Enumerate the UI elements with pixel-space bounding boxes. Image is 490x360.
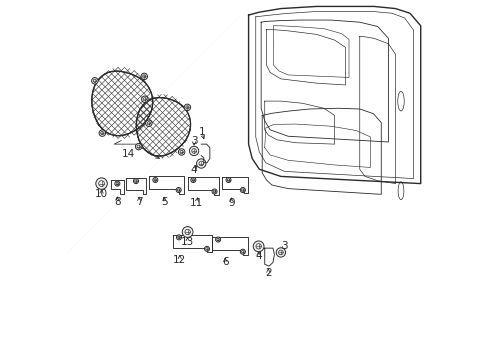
Polygon shape <box>136 98 191 156</box>
Text: 2: 2 <box>265 267 271 278</box>
Text: 6: 6 <box>222 257 229 267</box>
Text: 4: 4 <box>255 251 262 261</box>
Polygon shape <box>222 177 248 193</box>
Polygon shape <box>201 144 210 163</box>
Circle shape <box>240 249 245 254</box>
Circle shape <box>176 235 181 240</box>
Polygon shape <box>149 176 184 194</box>
Polygon shape <box>126 178 147 194</box>
Polygon shape <box>173 234 212 252</box>
Text: 10: 10 <box>95 189 108 199</box>
Circle shape <box>92 77 98 84</box>
Circle shape <box>184 104 191 111</box>
Polygon shape <box>212 237 248 255</box>
Circle shape <box>212 189 217 194</box>
Circle shape <box>99 130 105 136</box>
Text: 13: 13 <box>181 237 194 247</box>
Circle shape <box>135 143 142 150</box>
Circle shape <box>276 248 286 257</box>
Text: 12: 12 <box>173 255 186 265</box>
Polygon shape <box>188 177 219 195</box>
Text: 4: 4 <box>191 165 197 175</box>
Circle shape <box>142 96 148 103</box>
Text: 9: 9 <box>228 198 235 208</box>
Circle shape <box>153 177 158 183</box>
Circle shape <box>141 73 147 80</box>
Text: 11: 11 <box>190 198 203 208</box>
Circle shape <box>190 146 199 156</box>
Circle shape <box>196 159 206 168</box>
Circle shape <box>216 237 220 242</box>
Circle shape <box>176 188 181 193</box>
Text: 3: 3 <box>281 241 288 251</box>
Circle shape <box>226 177 231 183</box>
Polygon shape <box>92 71 153 136</box>
Circle shape <box>191 177 196 183</box>
Circle shape <box>178 149 185 155</box>
Circle shape <box>133 179 139 184</box>
Text: 3: 3 <box>191 136 197 145</box>
Text: 7: 7 <box>136 197 143 207</box>
Text: 5: 5 <box>161 197 168 207</box>
Circle shape <box>96 178 107 189</box>
Circle shape <box>204 246 210 251</box>
Circle shape <box>253 241 264 252</box>
Polygon shape <box>111 180 124 194</box>
Text: 14: 14 <box>122 149 135 159</box>
Circle shape <box>240 188 245 193</box>
Circle shape <box>146 120 152 126</box>
Text: 8: 8 <box>114 197 121 207</box>
Circle shape <box>182 226 193 237</box>
Polygon shape <box>265 248 274 266</box>
Text: 1: 1 <box>198 127 205 136</box>
Circle shape <box>115 181 120 186</box>
